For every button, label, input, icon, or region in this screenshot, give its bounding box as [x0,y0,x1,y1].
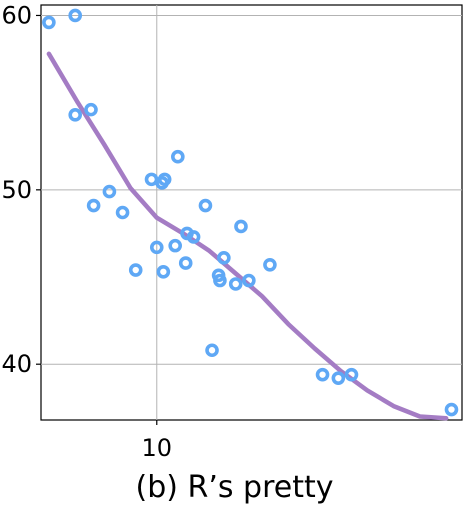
data-point [68,8,83,23]
plot-panel [40,4,463,421]
data-point [102,184,117,199]
data-point [149,240,164,255]
data-point [186,230,201,244]
y-tick-label: 40 [1,350,32,378]
data-point [213,273,227,288]
data-point [315,367,330,382]
data-point [344,367,359,382]
data-point [178,256,193,270]
chart-caption: (b) R’s pretty [135,470,334,505]
y-tick-label: 60 [1,1,32,29]
data-point [263,258,277,272]
data-point [234,219,248,234]
data-point [331,371,346,385]
data-point [84,102,98,117]
data-point [128,263,143,277]
grid-lines [41,5,462,420]
data-point [198,198,213,213]
data-point [42,15,56,30]
y-tick-label: 50 [1,176,32,204]
data-point [157,172,172,187]
x-tick-label: 10 [142,434,173,462]
data-point [168,238,182,253]
data-point [171,149,185,164]
data-point [156,264,171,279]
data-point [205,343,219,358]
data-point [444,402,459,417]
data-points [42,8,459,417]
data-point [115,205,130,220]
data-point [228,277,243,291]
data-point [86,198,101,213]
data-point [68,108,83,122]
data-point [217,251,231,265]
data-point [242,273,256,288]
axis-ticks: 10 40 50 60 [1,1,172,462]
